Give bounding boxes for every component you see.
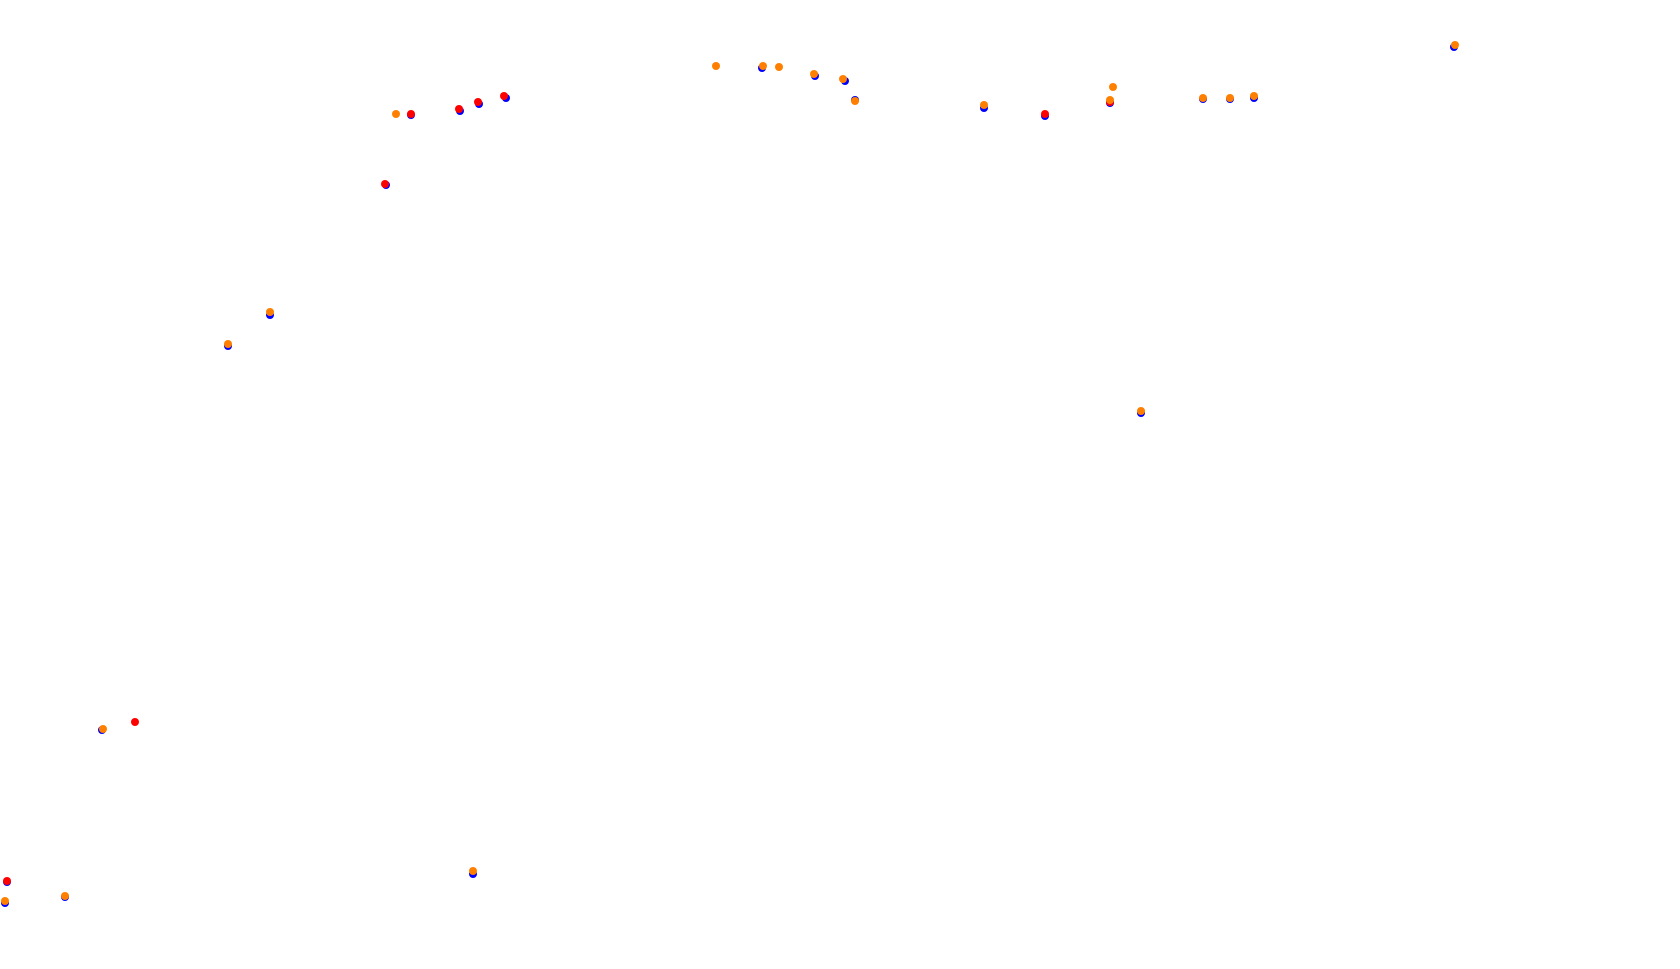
data-point bbox=[500, 92, 508, 100]
series-2 bbox=[1, 41, 1459, 905]
data-point bbox=[1451, 41, 1459, 49]
data-point bbox=[1199, 94, 1207, 102]
data-point bbox=[474, 98, 482, 106]
data-point bbox=[810, 70, 818, 78]
data-point bbox=[775, 63, 783, 71]
series-0 bbox=[1, 43, 1458, 907]
data-point bbox=[1041, 110, 1049, 118]
data-point bbox=[131, 718, 139, 726]
data-point bbox=[224, 340, 232, 348]
data-point bbox=[1137, 407, 1145, 415]
data-point bbox=[381, 180, 389, 188]
data-point bbox=[407, 110, 415, 118]
data-point bbox=[469, 867, 477, 875]
series-1 bbox=[3, 92, 1114, 885]
data-point bbox=[3, 877, 11, 885]
data-point bbox=[1226, 94, 1234, 102]
series-layer bbox=[1, 41, 1459, 907]
data-point bbox=[99, 725, 107, 733]
data-point bbox=[455, 105, 463, 113]
data-point bbox=[839, 75, 847, 83]
data-point bbox=[266, 308, 274, 316]
data-point bbox=[851, 97, 859, 105]
data-point bbox=[712, 62, 720, 70]
data-point bbox=[392, 110, 400, 118]
data-point bbox=[61, 892, 69, 900]
data-point bbox=[980, 101, 988, 109]
data-point bbox=[1, 897, 9, 905]
data-point bbox=[1106, 96, 1114, 104]
data-point bbox=[759, 62, 767, 70]
data-point bbox=[1109, 83, 1117, 91]
data-point bbox=[1250, 92, 1258, 100]
